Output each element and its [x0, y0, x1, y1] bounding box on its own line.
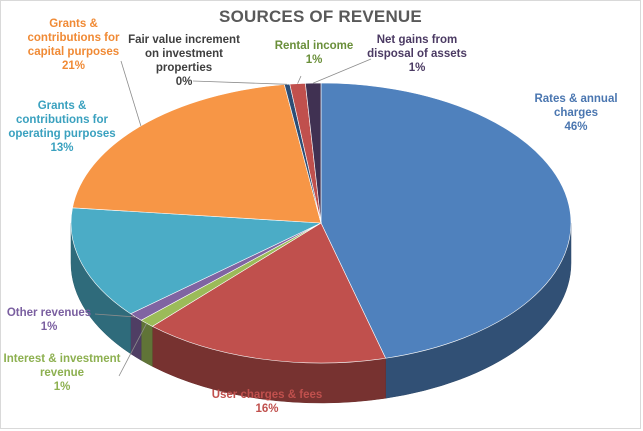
label-rental: Rental income 1%	[266, 39, 362, 67]
pie-slice-1	[151, 222, 387, 364]
label-rental-pct: 1%	[305, 54, 323, 66]
pie-slice-5	[72, 84, 322, 224]
label-interest-name: Interest & investment revenue	[3, 353, 121, 379]
label-grants-operating-name: Grants & contributions for operating pur…	[8, 100, 116, 140]
label-other-name: Other revenues	[6, 307, 92, 319]
chart-title: SOURCES OF REVENUE	[219, 7, 422, 26]
pie-side-2	[140, 319, 153, 367]
label-rates-pct: 46%	[564, 121, 588, 133]
label-net-gains-pct: 1%	[408, 62, 426, 74]
label-user-charges-pct: 16%	[255, 403, 279, 415]
leader-line-6	[192, 80, 288, 85]
label-interest: Interest & investment revenue 1%	[3, 352, 121, 394]
pie-slice-8	[305, 82, 322, 224]
leader-line-5	[120, 60, 142, 127]
label-fair-value: Fair value increment on investment prope…	[125, 33, 243, 89]
leader-line-2	[118, 323, 148, 377]
label-grants-capital: Grants & contributions for capital purpo…	[11, 17, 136, 73]
leader-line-8	[313, 58, 372, 84]
leader-line-3	[94, 313, 136, 318]
label-net-gains-name: Net gains from disposal of assets	[367, 34, 467, 60]
label-user-charges-name: User charges & fees	[211, 389, 323, 401]
label-fair-value-name: Fair value increment on investment prope…	[128, 34, 240, 74]
label-other-pct: 1%	[40, 321, 58, 333]
label-grants-capital-name: Grants & contributions for capital purpo…	[27, 18, 120, 58]
leader-line-7	[297, 75, 302, 84]
label-grants-operating: Grants & contributions for operating pur…	[3, 99, 121, 155]
label-rates: Rates & annual charges 46%	[516, 92, 636, 134]
label-grants-capital-pct: 21%	[61, 60, 86, 72]
label-user-charges: User charges & fees 16%	[197, 388, 337, 416]
pie-slice-0	[320, 82, 572, 359]
label-interest-pct: 1%	[53, 381, 71, 393]
label-net-gains: Net gains from disposal of assets 1%	[357, 33, 477, 75]
label-rates-name: Rates & annual charges	[534, 93, 618, 119]
pie-slice-4	[70, 207, 323, 315]
label-grants-operating-pct: 13%	[50, 142, 74, 154]
label-fair-value-pct: 0%	[175, 76, 193, 88]
label-other: Other revenues 1%	[3, 306, 95, 334]
label-rental-name: Rental income	[274, 40, 354, 52]
